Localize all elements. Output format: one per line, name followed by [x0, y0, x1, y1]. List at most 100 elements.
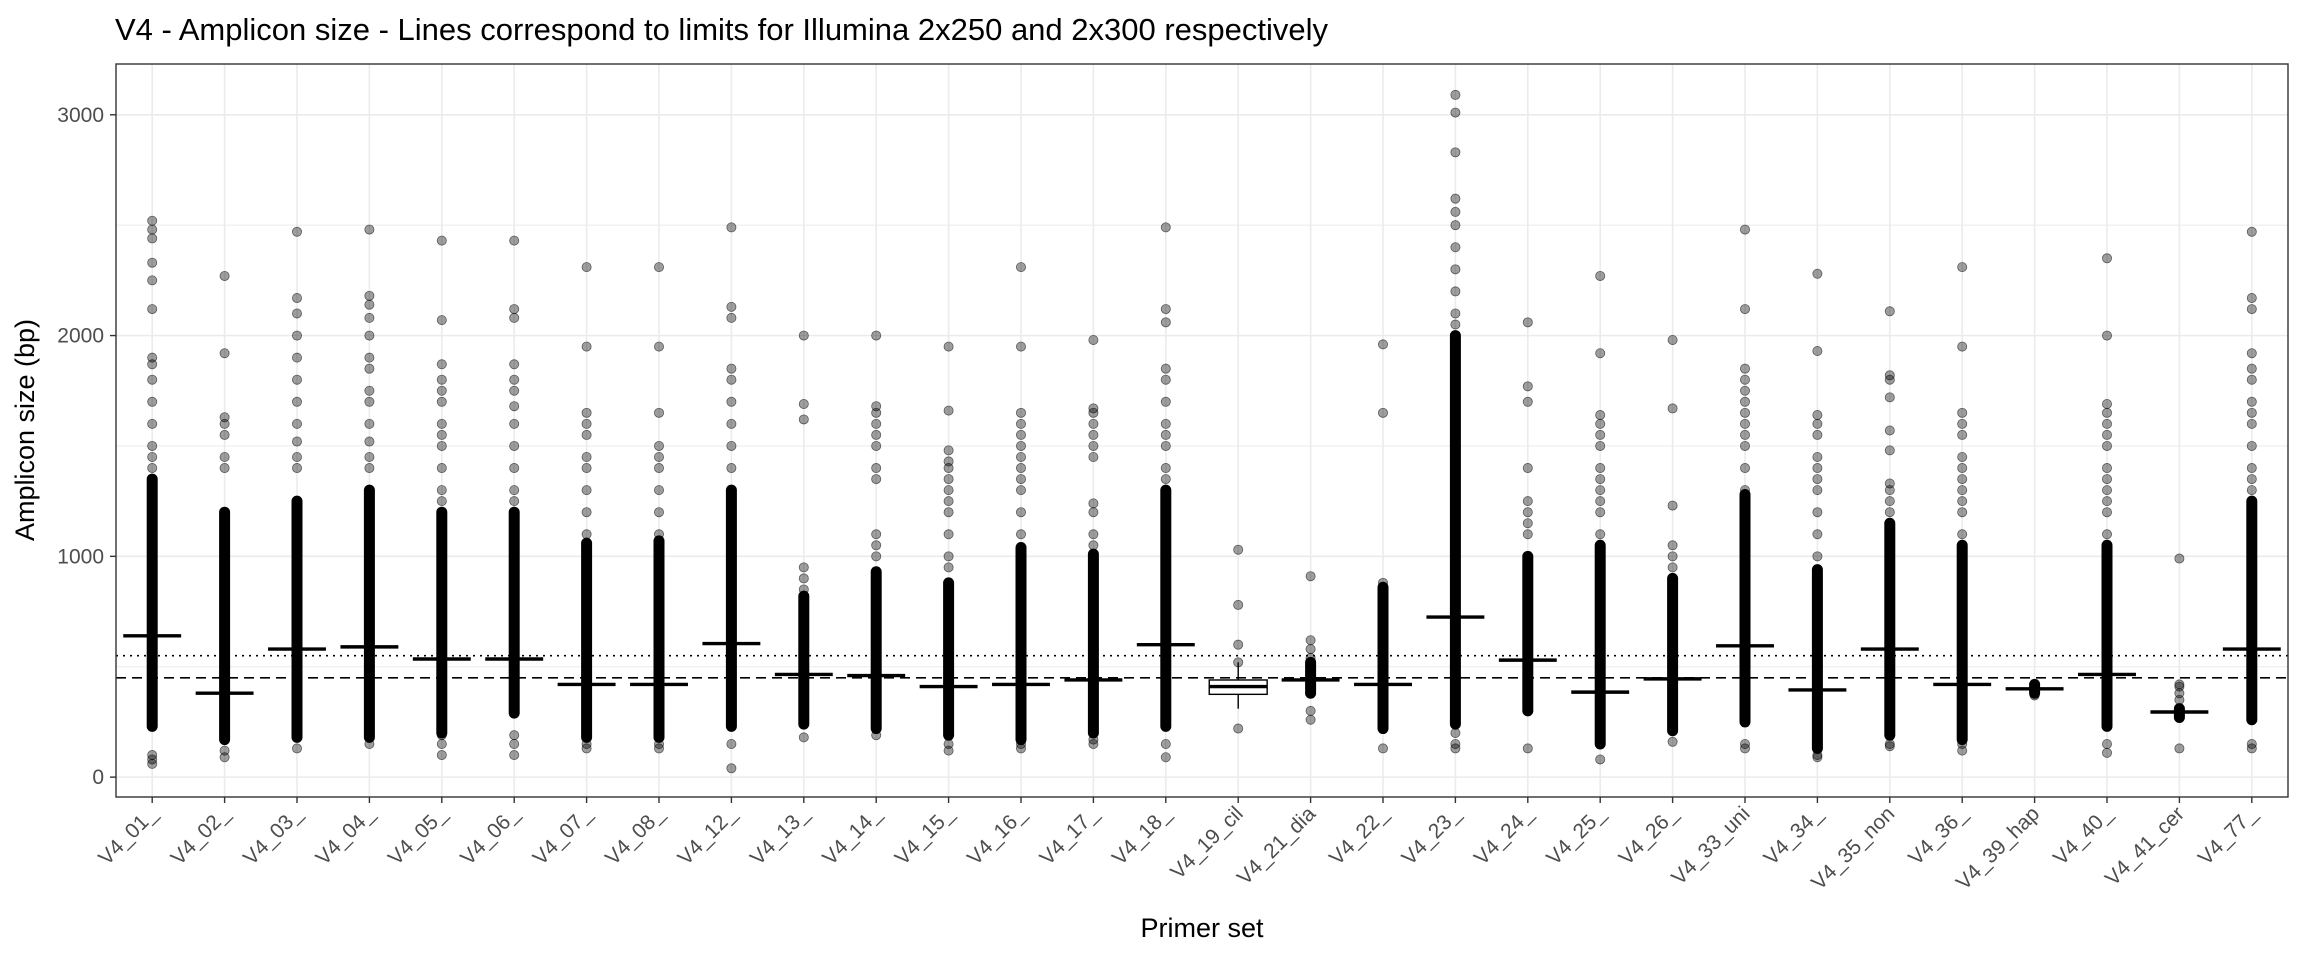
outlier-point — [654, 407, 665, 418]
outlier-point — [1957, 429, 1968, 440]
outlier-point — [943, 562, 954, 573]
panel-border — [115, 63, 2289, 798]
outlier-point — [1305, 705, 1316, 716]
outlier-point — [1233, 544, 1244, 555]
outlier-point — [1957, 341, 1968, 352]
outlier-point — [1812, 529, 1823, 540]
outlier-point — [509, 312, 520, 323]
outlier-point — [726, 222, 737, 233]
outlier-point — [436, 730, 447, 741]
outlier-point — [1450, 193, 1461, 204]
outlier-point — [871, 463, 882, 474]
outlier-point — [1522, 317, 1533, 328]
outlier-point — [509, 304, 520, 315]
outlier-point — [509, 374, 520, 385]
outlier-point — [291, 418, 302, 429]
outlier-point — [2174, 553, 2185, 564]
outlier-point — [1522, 381, 1533, 392]
outlier-point — [509, 730, 520, 741]
outlier-point — [654, 485, 665, 496]
outlier-point — [1016, 463, 1027, 474]
outlier-point — [1522, 463, 1533, 474]
outlier-point — [2101, 418, 2112, 429]
outlier-point — [726, 440, 737, 451]
outlier-point — [1595, 429, 1606, 440]
outlier-point — [147, 359, 158, 370]
outlier-point — [581, 418, 592, 429]
outlier-point — [1667, 551, 1678, 562]
outlier-point — [2246, 374, 2257, 385]
outlier-point — [291, 451, 302, 462]
outlier-point — [364, 363, 375, 374]
outlier-point — [1595, 474, 1606, 485]
outlier-point — [581, 451, 592, 462]
outlier-point — [1740, 429, 1751, 440]
outlier-point — [1957, 529, 1968, 540]
outlier-point — [1957, 262, 1968, 273]
outlier-point — [1595, 410, 1606, 421]
outlier-points — [147, 89, 2257, 774]
outlier-point — [147, 750, 158, 761]
outlier-point — [2246, 226, 2257, 237]
outlier-point — [1884, 445, 1895, 456]
outlier-point — [2101, 529, 2112, 540]
outlier-point — [219, 745, 230, 756]
outlier-point — [1088, 529, 1099, 540]
outlier-point — [1088, 540, 1099, 551]
y-tick-label: 3000 — [57, 104, 104, 127]
outlier-point — [1160, 317, 1171, 328]
outlier-point — [581, 739, 592, 750]
outlier-point — [1160, 396, 1171, 407]
outlier-point — [1595, 754, 1606, 765]
outlier-point — [1595, 529, 1606, 540]
outlier-point — [1305, 652, 1316, 663]
outlier-point — [654, 739, 665, 750]
outlier-point — [2101, 747, 2112, 758]
outlier-point — [798, 414, 809, 425]
outlier-point — [1812, 551, 1823, 562]
outlier-point — [871, 540, 882, 551]
outlier-point — [291, 743, 302, 754]
outlier-point — [943, 456, 954, 467]
outlier-point — [364, 385, 375, 396]
outlier-point — [147, 275, 158, 286]
outlier-point — [1884, 496, 1895, 507]
outlier-point — [364, 312, 375, 323]
outlier-point — [798, 732, 809, 743]
outlier-point — [1088, 403, 1099, 414]
outlier-point — [1088, 418, 1099, 429]
outlier-point — [2101, 474, 2112, 485]
outlier-point — [654, 262, 665, 273]
outlier-point — [2174, 679, 2185, 690]
outlier-point — [726, 301, 737, 312]
outlier-point — [364, 436, 375, 447]
y-tick-label: 0 — [92, 766, 104, 789]
outlier-point — [147, 233, 158, 244]
outlier-point — [581, 463, 592, 474]
outlier-point — [436, 496, 447, 507]
outlier-point — [2101, 407, 2112, 418]
outlier-point — [1884, 392, 1895, 403]
outlier-point — [147, 463, 158, 474]
outlier-point — [943, 405, 954, 416]
outlier-point — [364, 290, 375, 301]
outlier-point — [1957, 418, 1968, 429]
outlier-point — [291, 308, 302, 319]
outlier-point — [1378, 743, 1389, 754]
outlier-point — [147, 257, 158, 268]
outlier-point — [436, 385, 447, 396]
outlier-point — [581, 262, 592, 273]
dense-point-columns — [146, 330, 2258, 754]
outlier-point — [1522, 496, 1533, 507]
y-tick-label: 2000 — [57, 325, 104, 348]
outlier-point — [1812, 507, 1823, 518]
outlier-point — [291, 396, 302, 407]
outlier-point — [2246, 474, 2257, 485]
outlier-point — [1957, 507, 1968, 518]
outlier-point — [291, 293, 302, 304]
outlier-point — [1016, 507, 1027, 518]
outlier-point — [147, 304, 158, 315]
outlier-point — [1812, 463, 1823, 474]
outlier-point — [291, 352, 302, 363]
